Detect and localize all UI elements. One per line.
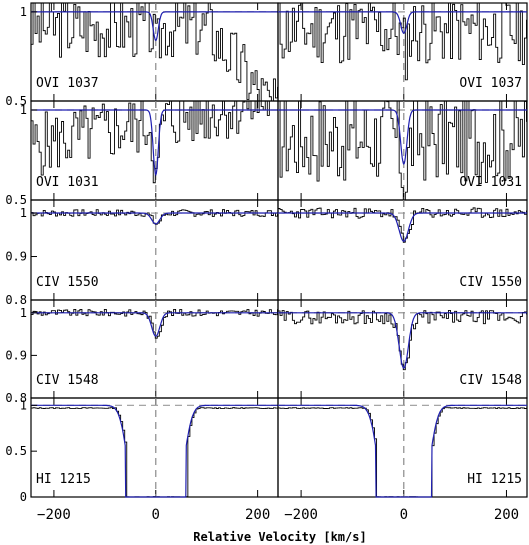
- ion-label: CIV 1548: [36, 373, 99, 388]
- fit-model-line: [31, 212, 278, 225]
- spectrum-histogram: [278, 2, 527, 81]
- spectrum-histogram: [278, 100, 527, 201]
- y-tick-label: 0.5: [5, 94, 27, 108]
- spectrum-histogram: [278, 309, 527, 371]
- ion-label: HI 1215: [36, 472, 91, 487]
- y-tick-label: 1: [20, 206, 27, 220]
- fit-model-line: [278, 312, 527, 369]
- y-tick-label: 0.8: [5, 293, 27, 307]
- spectrum-histogram: [31, 100, 278, 184]
- y-tick-label: 0: [20, 490, 27, 504]
- panel-right-5: HI 1215 −200 0 200: [277, 397, 528, 523]
- x-tick-label: −200: [37, 507, 71, 523]
- x-axis-title: Relative Velocity [km/s]: [193, 530, 366, 544]
- y-tick-label: 1: [20, 103, 27, 117]
- fit-model-line: [278, 404, 527, 498]
- panel-right-3: CIV 1550: [277, 199, 528, 301]
- fit-model-line: [31, 404, 278, 498]
- x-tick-label: 200: [245, 507, 270, 523]
- y-tick-label: 1: [20, 5, 27, 19]
- x-tick-label: 0: [152, 507, 160, 523]
- y-tick-label: 0.9: [5, 250, 27, 264]
- panel-left-2: OVI 1031 0.5 1: [5, 100, 279, 207]
- panel-right-2: OVI 1031: [277, 100, 528, 201]
- y-tick-label: 0.5: [5, 444, 27, 458]
- panel-left-5: HI 1215 0 0.5 1 −200 0 200: [5, 397, 279, 523]
- x-tick-label: −200: [284, 507, 318, 523]
- fit-model-line: [31, 109, 278, 177]
- ion-label: OVI 1037: [459, 76, 522, 91]
- y-tick-label: 0.9: [5, 348, 27, 362]
- y-tick-label: 0.5: [5, 193, 27, 207]
- spectrum-histogram: [31, 2, 278, 102]
- spectrum-histogram: [31, 209, 278, 225]
- ion-label: CIV 1550: [36, 275, 99, 290]
- panel-left-1: OVI 1037 0.5 1: [5, 2, 279, 108]
- fit-model-line: [278, 109, 527, 166]
- ion-label: OVI 1037: [36, 76, 99, 91]
- panel-right-1: OVI 1037: [277, 2, 528, 102]
- panel-left-4: CIV 1548 0.8 0.9 1: [5, 299, 279, 405]
- ion-label: CIV 1548: [459, 373, 522, 388]
- x-tick-label: 0: [400, 507, 408, 523]
- fit-model-line: [31, 312, 278, 337]
- panel-right-4: CIV 1548: [277, 299, 528, 399]
- fit-model-line: [278, 212, 527, 242]
- ion-label: OVI 1031: [459, 175, 522, 190]
- ion-label: CIV 1550: [459, 275, 522, 290]
- ion-label: HI 1215: [467, 472, 522, 487]
- y-tick-label: 1: [20, 398, 27, 412]
- ion-label: OVI 1031: [36, 175, 99, 190]
- y-tick-label: 0.8: [5, 391, 27, 405]
- fit-model-line: [278, 11, 527, 34]
- x-tick-label: 200: [494, 507, 519, 523]
- y-tick-label: 1: [20, 306, 27, 320]
- panel-left-3: CIV 1550 0.8 0.9 1: [5, 199, 279, 307]
- fit-model-line: [31, 11, 278, 42]
